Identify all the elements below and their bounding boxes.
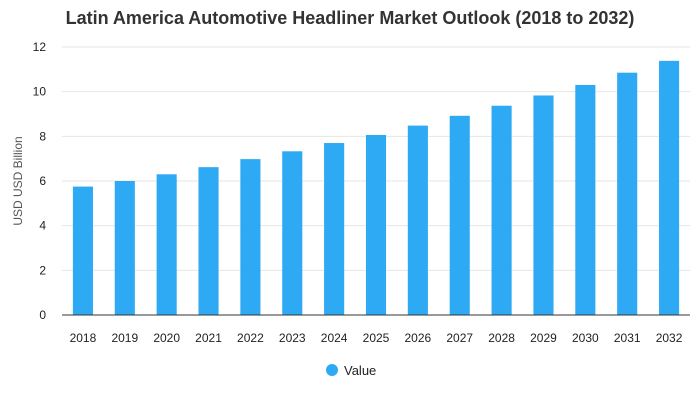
bar-2027[interactable] [449,115,470,315]
y-tick-label: 10 [33,85,47,99]
y-tick-label: 4 [39,219,46,233]
y-tick-label: 6 [39,174,46,188]
bar-2026[interactable] [407,125,428,315]
x-tick-label: 2020 [153,331,180,345]
y-axis-title: USD USD Billion [11,136,25,225]
x-tick-label: 2029 [530,331,557,345]
chart-title: Latin America Automotive Headliner Marke… [65,8,635,28]
x-tick-label: 2024 [321,331,348,345]
legend: Value [326,363,376,378]
bar-2018[interactable] [72,186,93,315]
x-tick-label: 2022 [237,331,264,345]
x-tick-label: 2019 [111,331,138,345]
x-tick-label: 2026 [405,331,432,345]
bar-2020[interactable] [156,174,177,315]
x-tick-label: 2025 [363,331,390,345]
bar-2030[interactable] [575,84,596,315]
bar-2025[interactable] [365,134,387,315]
x-tick-label: 2021 [195,331,222,345]
y-tick-label: 8 [39,129,46,143]
legend-label[interactable]: Value [344,363,376,378]
x-tick-label: 2027 [446,331,473,345]
x-tick-label: 2031 [614,331,641,345]
bar-2023[interactable] [282,151,303,315]
bar-2028[interactable] [491,105,512,315]
x-tick-label: 2032 [656,331,683,345]
y-tick-label: 0 [39,308,46,322]
bar-2031[interactable] [617,72,638,315]
legend-marker[interactable] [326,364,338,376]
bar-2021[interactable] [198,167,219,315]
y-tick-label: 2 [39,263,46,277]
x-tick-label: 2028 [488,331,515,345]
axes: 0 2 4 6 8 10 12 USD USD Billion 2018 2019 2020 2021… [11,40,690,345]
bars [72,60,680,316]
y-tick-label: 12 [33,40,47,54]
bar-2032[interactable] [659,60,680,316]
x-tick-label: 2018 [70,331,97,345]
x-tick-label: 2030 [572,331,599,345]
bar-2024[interactable] [324,143,345,315]
x-tick-label: 2023 [279,331,306,345]
bar-2029[interactable] [533,95,554,315]
bar-2022[interactable] [240,159,261,315]
bar-2019[interactable] [114,181,135,315]
